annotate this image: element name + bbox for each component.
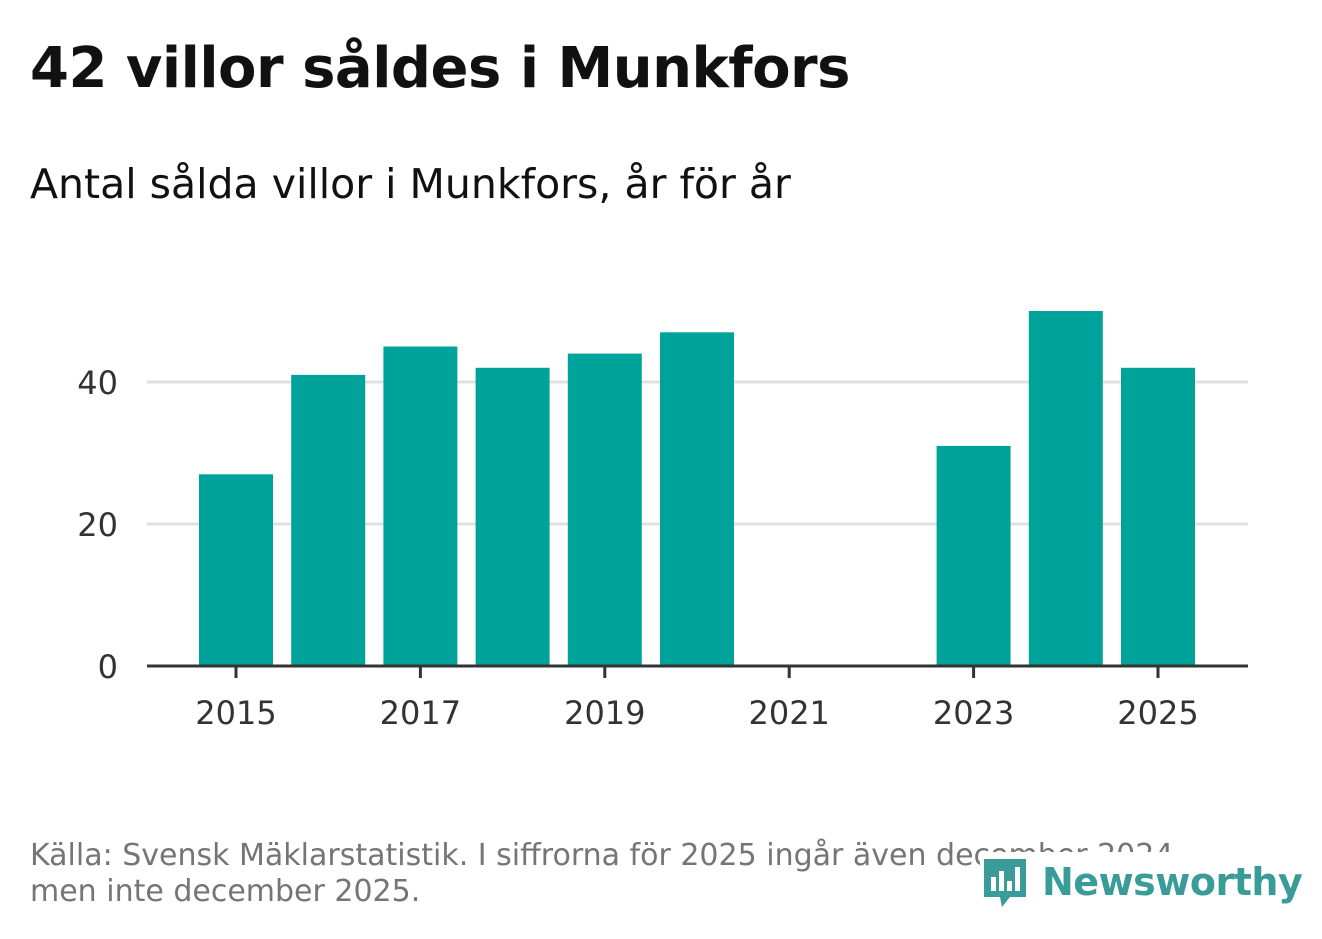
bar-2018 [475, 367, 550, 666]
y-axis-labels: 0 20 40 [77, 364, 118, 686]
y-tick-label: 40 [77, 364, 118, 402]
bar-2019 [567, 353, 642, 666]
x-axis-labels: 2015 2017 2019 2021 2023 2025 [195, 694, 1198, 732]
x-tick-label: 2017 [380, 694, 461, 732]
x-axis [147, 664, 1248, 678]
x-tick-label: 2021 [748, 694, 829, 732]
bar-2024 [1028, 311, 1103, 666]
newsworthy-logo: Newsworthy [980, 852, 1311, 912]
bar-2020 [660, 332, 734, 666]
newsworthy-logo-icon [984, 859, 1026, 907]
bars [199, 311, 1195, 666]
x-tick-label: 2025 [1117, 694, 1198, 732]
y-tick-label: 0 [98, 648, 118, 686]
x-tick-label: 2019 [564, 694, 645, 732]
bar-2023 [936, 445, 1011, 666]
x-tick-label: 2023 [933, 694, 1014, 732]
logo-text: Newsworthy [1042, 860, 1303, 904]
y-tick-label: 20 [77, 506, 118, 544]
bar-2017 [383, 346, 458, 666]
bar-2025 [1121, 367, 1195, 666]
bar-2015 [199, 474, 273, 666]
chart-title: 42 villor såldes i Munkfors [30, 36, 851, 101]
x-tick-label: 2015 [195, 694, 276, 732]
chart-subtitle: Antal sålda villor i Munkfors, år för år [30, 160, 791, 208]
bar-2016 [291, 374, 366, 666]
